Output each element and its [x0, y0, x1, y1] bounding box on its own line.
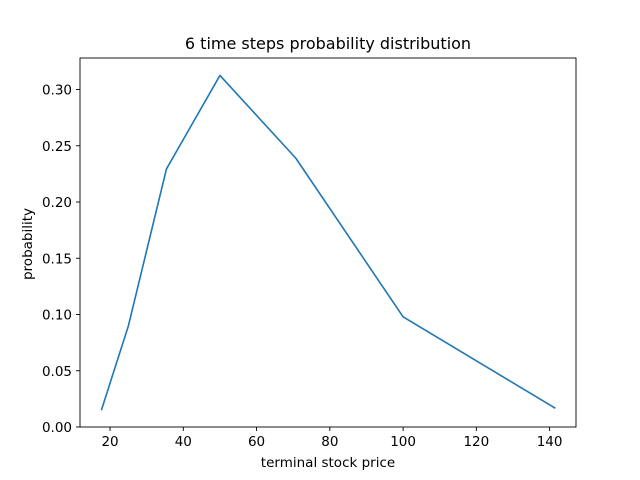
y-axis-label: probability [20, 208, 36, 280]
y-tick-label: 0.10 [42, 308, 72, 324]
chart-title: 6 time steps probability distribution [185, 34, 471, 53]
x-tick-label: 100 [390, 434, 416, 450]
plot-area: 20 40 60 80 100 120 140 0.00 0.05 0.10 0.15 0.20 0.2… [42, 57, 577, 450]
x-axis-label: terminal stock price [261, 455, 395, 471]
x-tick-label: 120 [463, 434, 489, 450]
axes-frame [79, 57, 577, 428]
y-tick-label: 0.00 [42, 420, 72, 436]
x-tick-label: 140 [537, 434, 563, 450]
x-tick-label: 60 [248, 434, 265, 450]
y-tick-label: 0.05 [42, 364, 72, 380]
x-tick-label: 80 [321, 434, 338, 450]
y-tick-label: 0.15 [42, 251, 72, 267]
y-tick-label: 0.20 [42, 195, 72, 211]
x-tick-label: 20 [101, 434, 118, 450]
y-tick-label: 0.25 [42, 139, 72, 155]
series-line-0 [100, 74, 556, 411]
x-tick-label: 40 [175, 434, 192, 450]
y-tick-label: 0.30 [42, 83, 72, 99]
